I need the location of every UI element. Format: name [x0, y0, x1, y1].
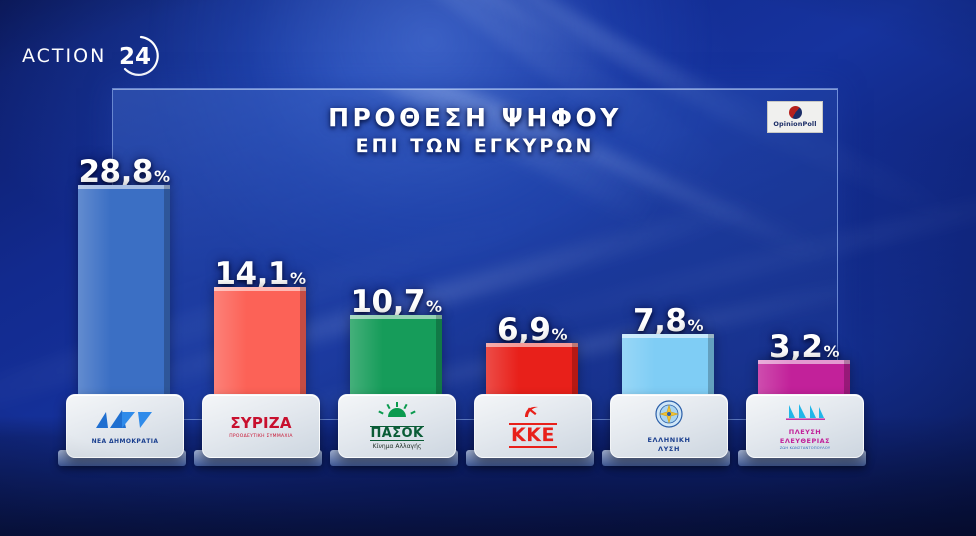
nd-logo-icon — [92, 408, 158, 436]
pasok-plaque-sub: Κίνημα Αλλαγής — [372, 443, 422, 451]
kke-plaque-label: ΚΚΕ — [509, 423, 557, 448]
pollster-name: OpinionPoll — [773, 120, 817, 128]
pollster-logo: OpinionPoll — [767, 101, 823, 133]
syriza-logo-icon: ΣΥΡΙΖΑ — [230, 413, 292, 432]
bar-side-edge — [708, 334, 714, 395]
panel-streak — [113, 89, 663, 228]
bar-side-edge — [572, 343, 578, 395]
bar-side-edge — [436, 315, 442, 395]
elliniki-lysi-emblem-icon — [654, 399, 684, 433]
party-plaque-pasok[interactable]: ΠΑΣΟΚ Κίνημα Αλλαγής — [338, 394, 456, 458]
panel-streak — [199, 89, 827, 263]
bar-side-edge — [844, 360, 850, 395]
pasok-plaque-label: ΠΑΣΟΚ — [369, 425, 425, 442]
bar-shine — [214, 287, 248, 395]
bar-top-edge — [350, 315, 442, 319]
channel-logo-word: ACTION — [22, 45, 107, 67]
bar-kke — [486, 343, 578, 395]
channel-logo: ACTION 24 — [22, 32, 160, 80]
party-plaque-nd[interactable]: ΝΕΑ ΔΗΜΟΚΡΑΤΙΑ — [66, 394, 184, 458]
bar-shine — [758, 360, 792, 395]
bar-elliniki-lysi — [622, 334, 714, 395]
bar-syriza — [214, 287, 306, 395]
chart-subtitle: ΕΠΙ ΤΩΝ ΕΓΚΥΡΩΝ — [355, 135, 595, 157]
sailboats-icon — [781, 402, 829, 426]
bar-pasok — [350, 315, 442, 395]
bar-top-edge — [486, 343, 578, 347]
syriza-plaque-sub: ΠΡΟΟΔΕΥΤΙΚΗ ΣΥΜΜΑΧΙΑ — [229, 433, 293, 439]
bar-nd — [78, 185, 170, 395]
nd-plaque-label: ΝΕΑ ΔΗΜΟΚΡΑΤΙΑ — [91, 437, 159, 445]
opinionpoll-mark-icon — [788, 106, 802, 119]
party-plaque-syriza[interactable]: ΣΥΡΙΖΑ ΠΡΟΟΔΕΥΤΙΚΗ ΣΥΜΜΑΧΙΑ — [202, 394, 320, 458]
chart-title: ΠΡΟΘΕΣΗ ΨΗΦΟΥ — [328, 103, 622, 132]
bar-side-edge — [164, 185, 170, 395]
party-plaque-plefsi-eleftherias[interactable]: ΠΛΕΥΣΗ ΕΛΕΥΘΕΡΙΑΣ ΖΩΗ ΚΩΝΣΤΑΝΤΟΠΟΥΛΟΥ — [746, 394, 864, 458]
chart-title-block: ΠΡΟΘΕΣΗ ΨΗΦΟΥ ΕΠΙ ΤΩΝ ΕΓΚΥΡΩΝ — [113, 103, 837, 157]
plefsi-plaque-sub: ΖΩΗ ΚΩΝΣΤΑΝΤΟΠΟΥΛΟΥ — [779, 445, 831, 450]
pasok-sun-icon — [374, 401, 420, 426]
party-plaque-kke[interactable]: ΚΚΕ — [474, 394, 592, 458]
channel-logo-24-icon: 24 — [111, 32, 160, 80]
bar-shine — [486, 343, 520, 395]
bar-shine — [78, 185, 112, 395]
bar-top-edge — [622, 334, 714, 338]
svg-text:24: 24 — [119, 44, 151, 70]
bar-plefsi-eleftherias — [758, 360, 850, 395]
bar-shine — [350, 315, 384, 395]
bar-shine — [622, 334, 656, 395]
plefsi-plaque-label: ΠΛΕΥΣΗ ΕΛΕΥΘΕΡΙΑΣ — [779, 428, 831, 445]
party-plaque-elliniki-lysi[interactable]: ΕΛΛΗΝΙΚΗ ΛΥΣΗ — [610, 394, 728, 458]
bar-top-edge — [214, 287, 306, 291]
bar-top-edge — [758, 360, 850, 364]
elliniki-lysi-plaque-label: ΕΛΛΗΝΙΚΗ ΛΥΣΗ — [647, 436, 691, 453]
bar-top-edge — [78, 185, 170, 189]
hammer-sickle-icon — [519, 404, 547, 423]
bar-side-edge — [300, 287, 306, 395]
